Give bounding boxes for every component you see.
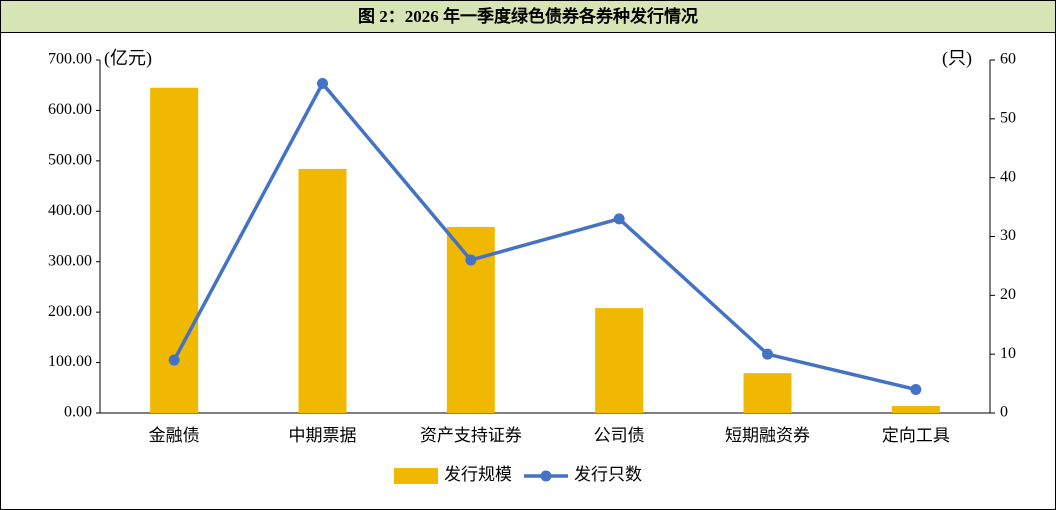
marker: [465, 254, 477, 266]
y2-tick-label: 40: [1000, 168, 1016, 185]
y-tick-label: 100.00: [48, 353, 92, 370]
y2-tick-label: 30: [1000, 227, 1016, 244]
chart-title: 图 2：2026 年一季度绿色债券各券种发行情况: [358, 6, 698, 26]
legend-label: 发行只数: [574, 465, 642, 484]
x-tick-label: 金融债: [149, 426, 200, 445]
y-tick-label: 0.00: [64, 404, 92, 421]
x-tick-label: 资产支持证券: [420, 426, 522, 445]
title-band: [0, 0, 1056, 33]
x-tick-label: 定向工具: [882, 426, 950, 445]
bar: [298, 168, 347, 413]
y-axis-label: (亿元): [104, 48, 152, 69]
x-tick-label: 短期融资券: [725, 426, 810, 445]
y2-tick-label: 10: [1000, 345, 1016, 362]
y-tick-label: 300.00: [48, 252, 92, 269]
y2-tick-label: 0: [1000, 404, 1008, 421]
y2-tick-label: 60: [1000, 51, 1016, 68]
y-tick-label: 200.00: [48, 303, 92, 320]
bar: [595, 308, 644, 413]
legend-swatch: [540, 470, 552, 482]
x-tick-label: 公司债: [594, 426, 645, 445]
y-tick-label: 600.00: [48, 101, 92, 118]
bar: [891, 405, 940, 413]
y2-tick-label: 20: [1000, 286, 1016, 303]
marker: [762, 348, 773, 360]
y-tick-label: 700.00: [48, 51, 92, 68]
y2-tick-label: 50: [1000, 110, 1016, 127]
y-tick-label: 500.00: [48, 152, 92, 169]
line: [172, 80, 917, 392]
bar: [743, 373, 792, 413]
marker: [317, 78, 328, 90]
marker: [910, 383, 922, 395]
marker: [613, 213, 625, 225]
legend-label: 发行规模: [444, 465, 512, 484]
y2-axis-label: (只): [942, 48, 972, 69]
marker: [168, 354, 180, 366]
x-tick-label: 中期票据: [289, 426, 357, 445]
legend-swatch: [394, 468, 438, 484]
y-tick-label: 400.00: [48, 202, 92, 219]
